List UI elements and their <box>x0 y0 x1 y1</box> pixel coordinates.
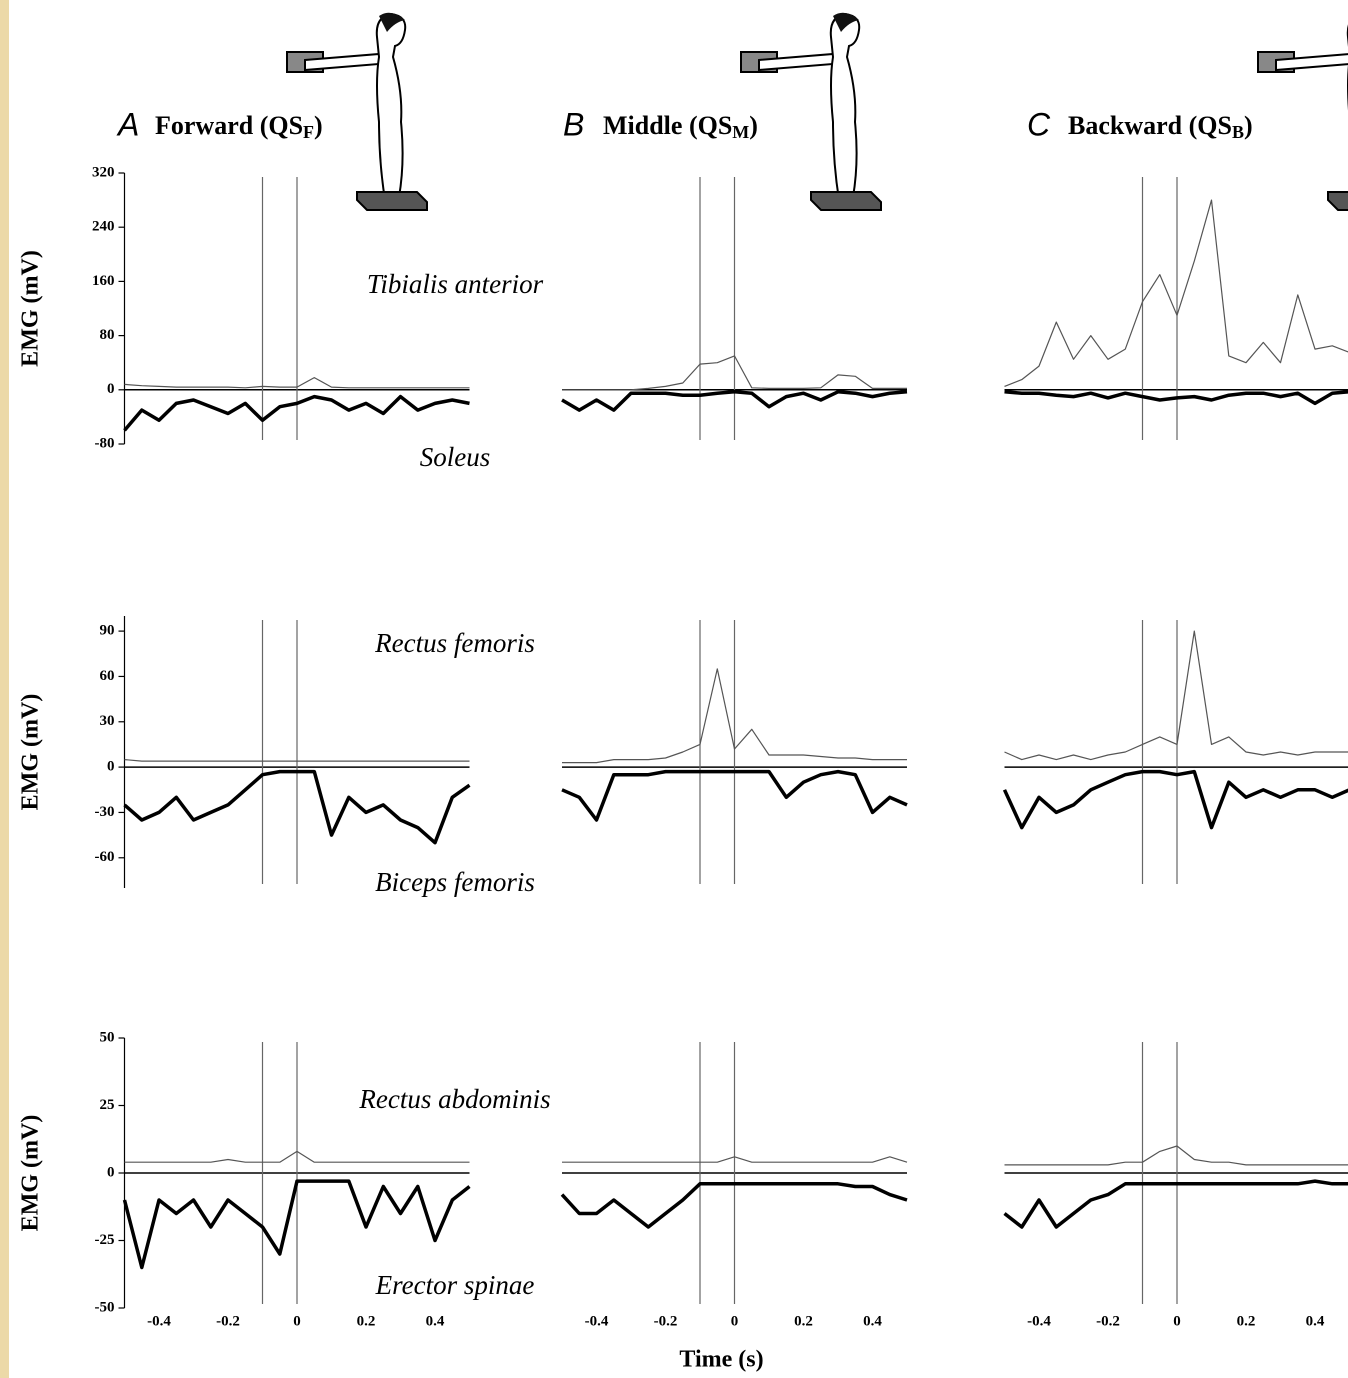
y-tick-label: 80 <box>100 327 115 343</box>
x-tick-label: 0.2 <box>1237 1313 1256 1329</box>
title-subscript: M <box>732 122 749 142</box>
y-axis-label: EMG (mV) <box>18 1115 44 1232</box>
panel-label: C <box>1027 106 1051 142</box>
muscle-label: Erector spinae <box>375 1270 535 1300</box>
figure-illustration <box>286 11 428 211</box>
emg-trace-thin <box>124 377 470 389</box>
title-suffix: ) <box>314 111 323 140</box>
emg-trace-thick <box>122 1179 471 1270</box>
emg-trace-thick <box>1002 769 1348 830</box>
title-suffix: ) <box>749 111 758 140</box>
y-tick-label: 25 <box>100 1097 115 1113</box>
y-tick-label: 50 <box>100 1029 115 1045</box>
emg-trace-thick <box>561 769 908 822</box>
title-subscript: B <box>1232 122 1244 142</box>
page-border <box>0 0 9 1378</box>
muscle-label: Soleus <box>420 442 491 472</box>
muscle-label: Rectus femoris <box>374 628 535 658</box>
x-tick-label: 0 <box>1173 1313 1181 1329</box>
title-subscript: F <box>303 122 314 142</box>
muscle-label: Rectus abdominis <box>358 1084 550 1114</box>
x-tick-label: -0.4 <box>1027 1313 1051 1329</box>
emg-trace-thick <box>1004 390 1348 406</box>
x-tick-label: 0 <box>731 1313 739 1329</box>
panel-label: A <box>116 106 139 142</box>
x-tick-label: -0.4 <box>147 1313 171 1329</box>
y-tick-label: 60 <box>100 668 115 684</box>
x-tick-label: 0.2 <box>357 1313 376 1329</box>
emg-trace-thin <box>124 1150 470 1163</box>
y-tick-label: -50 <box>95 1299 115 1315</box>
x-tick-label: -0.2 <box>216 1313 240 1329</box>
emg-trace-thin <box>562 1156 908 1163</box>
title-text: Backward (QS <box>1068 111 1232 140</box>
y-tick-label: 0 <box>107 1164 115 1180</box>
emg-trace-thick <box>560 1182 908 1229</box>
y-tick-label: 30 <box>100 713 115 729</box>
y-tick-label: 240 <box>92 219 115 235</box>
panel-title: Backward (QSB) <box>1068 111 1253 142</box>
title-text: Forward (QS <box>155 111 303 140</box>
panel-title: Forward (QSF) <box>155 111 323 142</box>
x-axis-label: Time (s) <box>679 1347 763 1373</box>
y-tick-label: 320 <box>92 164 115 180</box>
emg-trace-thin <box>562 355 907 391</box>
x-tick-label: 0.4 <box>863 1313 882 1329</box>
y-axis-label: EMG (mV) <box>18 250 44 367</box>
figure-illustration <box>740 11 882 211</box>
y-axis-label: EMG (mV) <box>18 694 44 811</box>
y-tick-label: -60 <box>95 849 115 865</box>
emg-trace-thick <box>123 769 471 845</box>
muscle-label: Biceps femoris <box>375 867 535 897</box>
emg-trace-thin <box>562 668 907 764</box>
muscle-label: Tibialis anterior <box>367 269 544 299</box>
y-tick-label: 160 <box>92 273 115 289</box>
emg-trace-thick <box>123 394 470 432</box>
panel-title: Middle (QSM) <box>603 111 758 142</box>
y-tick-label: 90 <box>100 623 115 639</box>
emg-trace-thin <box>1004 630 1348 761</box>
emg-trace-thin <box>124 759 470 762</box>
emg-trace-thin <box>1004 199 1348 387</box>
emg-trace-thin <box>1004 1145 1348 1166</box>
x-tick-label: 0.4 <box>1306 1313 1325 1329</box>
x-tick-label: 0 <box>293 1313 301 1329</box>
x-tick-label: -0.2 <box>654 1313 678 1329</box>
title-suffix: ) <box>1244 111 1253 140</box>
title-text: Middle (QS <box>603 111 732 140</box>
figure-illustration <box>1257 11 1348 211</box>
x-tick-label: -0.2 <box>1096 1313 1120 1329</box>
emg-trace-thick <box>561 390 908 412</box>
emg-trace-thick <box>1003 1179 1348 1229</box>
x-tick-label: 0.4 <box>426 1313 445 1329</box>
panel-label: B <box>563 106 584 142</box>
y-tick-label: 0 <box>107 381 115 397</box>
x-tick-label: -0.4 <box>585 1313 609 1329</box>
y-tick-label: -30 <box>95 804 115 820</box>
y-tick-label: -25 <box>95 1232 115 1248</box>
y-tick-label: 0 <box>107 759 115 775</box>
y-tick-label: -80 <box>95 435 115 451</box>
x-tick-label: 0.2 <box>794 1313 813 1329</box>
